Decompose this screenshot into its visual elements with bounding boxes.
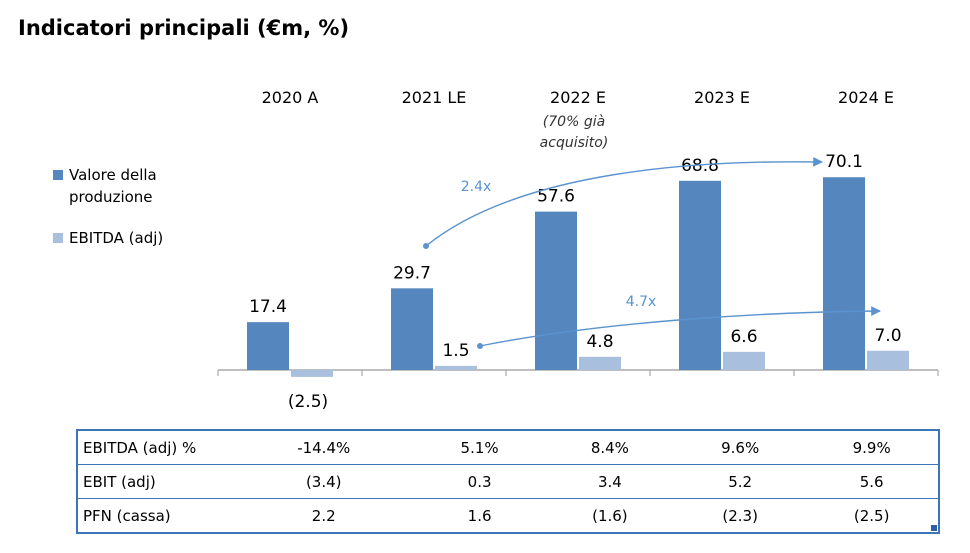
row-label: PFN (cassa) xyxy=(83,506,171,525)
table-cell: (2.5) xyxy=(853,506,890,525)
legend-label: produzione xyxy=(69,188,153,206)
bar-ebitda xyxy=(579,356,621,370)
table-cell: 0.3 xyxy=(414,464,545,499)
table-cell: 8.4% xyxy=(544,430,676,465)
row-label: EBIT (adj) xyxy=(77,464,233,499)
data-label-valore-produzione: 29.7 xyxy=(393,263,431,283)
table-cell: 1.6 xyxy=(467,506,492,525)
data-label-valore-produzione: 57.6 xyxy=(537,187,575,207)
table-cell: (2.3) xyxy=(722,506,758,525)
category-label: 2023 E xyxy=(694,88,750,107)
data-label-valore-produzione: 70.1 xyxy=(825,152,863,172)
bar-valore-produzione xyxy=(247,322,289,370)
category-label: 2022 E xyxy=(550,88,606,107)
page-title: Indicatori principali (€m, %) xyxy=(18,16,350,40)
growth-arrow-ebitda xyxy=(479,306,881,347)
growth-arrow-vdp xyxy=(425,156,823,247)
table-cell: 3.4 xyxy=(544,464,676,499)
growth-arrow-start xyxy=(477,343,483,349)
data-label-ebitda: 7.0 xyxy=(874,326,901,346)
table-cell: 5.1% xyxy=(414,430,545,465)
legend-label: Valore della xyxy=(69,166,157,184)
table-row: EBITDA (adj) % -14.4% 5.1% 8.4% 9.6% 9.9% xyxy=(77,430,939,465)
table-cell: 5.6 xyxy=(805,464,939,499)
growth-arrow-start xyxy=(423,243,429,249)
table-cell: 9.9% xyxy=(805,430,939,465)
bar-ebitda xyxy=(435,365,477,370)
growth-label-ebitda: 4.7x xyxy=(626,294,657,310)
data-label-ebitda: (2.5) xyxy=(288,392,328,412)
table-row: EBIT (adj) (3.4) 0.3 3.4 5.2 5.6 xyxy=(77,464,939,499)
legend-label: EBITDA (adj) xyxy=(69,229,164,247)
metrics-table: EBITDA (adj) % -14.4% 5.1% 8.4% 9.6% 9.9% EBIT… xyxy=(76,429,940,534)
data-label-ebitda: 6.6 xyxy=(730,327,757,347)
table-cell: 5.2 xyxy=(675,464,806,499)
bar-valore-produzione xyxy=(823,177,865,370)
bar-ebitda xyxy=(291,370,333,377)
legend-swatch xyxy=(53,233,63,243)
category-label: 2021 LE xyxy=(402,88,467,107)
legend-swatch xyxy=(53,170,63,180)
bar-ebitda xyxy=(723,351,765,370)
bar-chart: 2020 A 17.4 (2.5) 2021 LE 29.7 1.5 2022 E (70% … xyxy=(217,88,939,412)
data-label-valore-produzione: 68.8 xyxy=(681,156,719,176)
data-label-valore-produzione: 17.4 xyxy=(249,297,287,317)
growth-label-vdp: 2.4x xyxy=(461,179,492,195)
category-label: 2024 E xyxy=(838,88,894,107)
category-note: acquisito) xyxy=(540,135,609,151)
table-cell: 9.6% xyxy=(675,430,806,465)
table-cell: 2.2 xyxy=(311,506,336,525)
data-label-ebitda: 4.8 xyxy=(586,332,613,352)
bar-valore-produzione xyxy=(679,180,721,370)
table-cell: -14.4% xyxy=(233,430,415,465)
category-label: 2020 A xyxy=(262,88,319,107)
table-corner-marker xyxy=(931,525,937,531)
data-label-ebitda: 1.5 xyxy=(442,341,469,361)
bar-ebitda xyxy=(867,350,909,370)
table-cell: (3.4) xyxy=(233,464,415,499)
table-cell: (1.6) xyxy=(592,506,628,525)
row-label: EBITDA (adj) % xyxy=(77,430,233,465)
bar-valore-produzione xyxy=(535,211,577,370)
table-row: PFN (cassa) 2.2 1.6 (1.6) (2.3) (2.5) xyxy=(77,499,939,534)
bar-valore-produzione xyxy=(391,288,433,370)
category-note: (70% già xyxy=(543,114,605,130)
